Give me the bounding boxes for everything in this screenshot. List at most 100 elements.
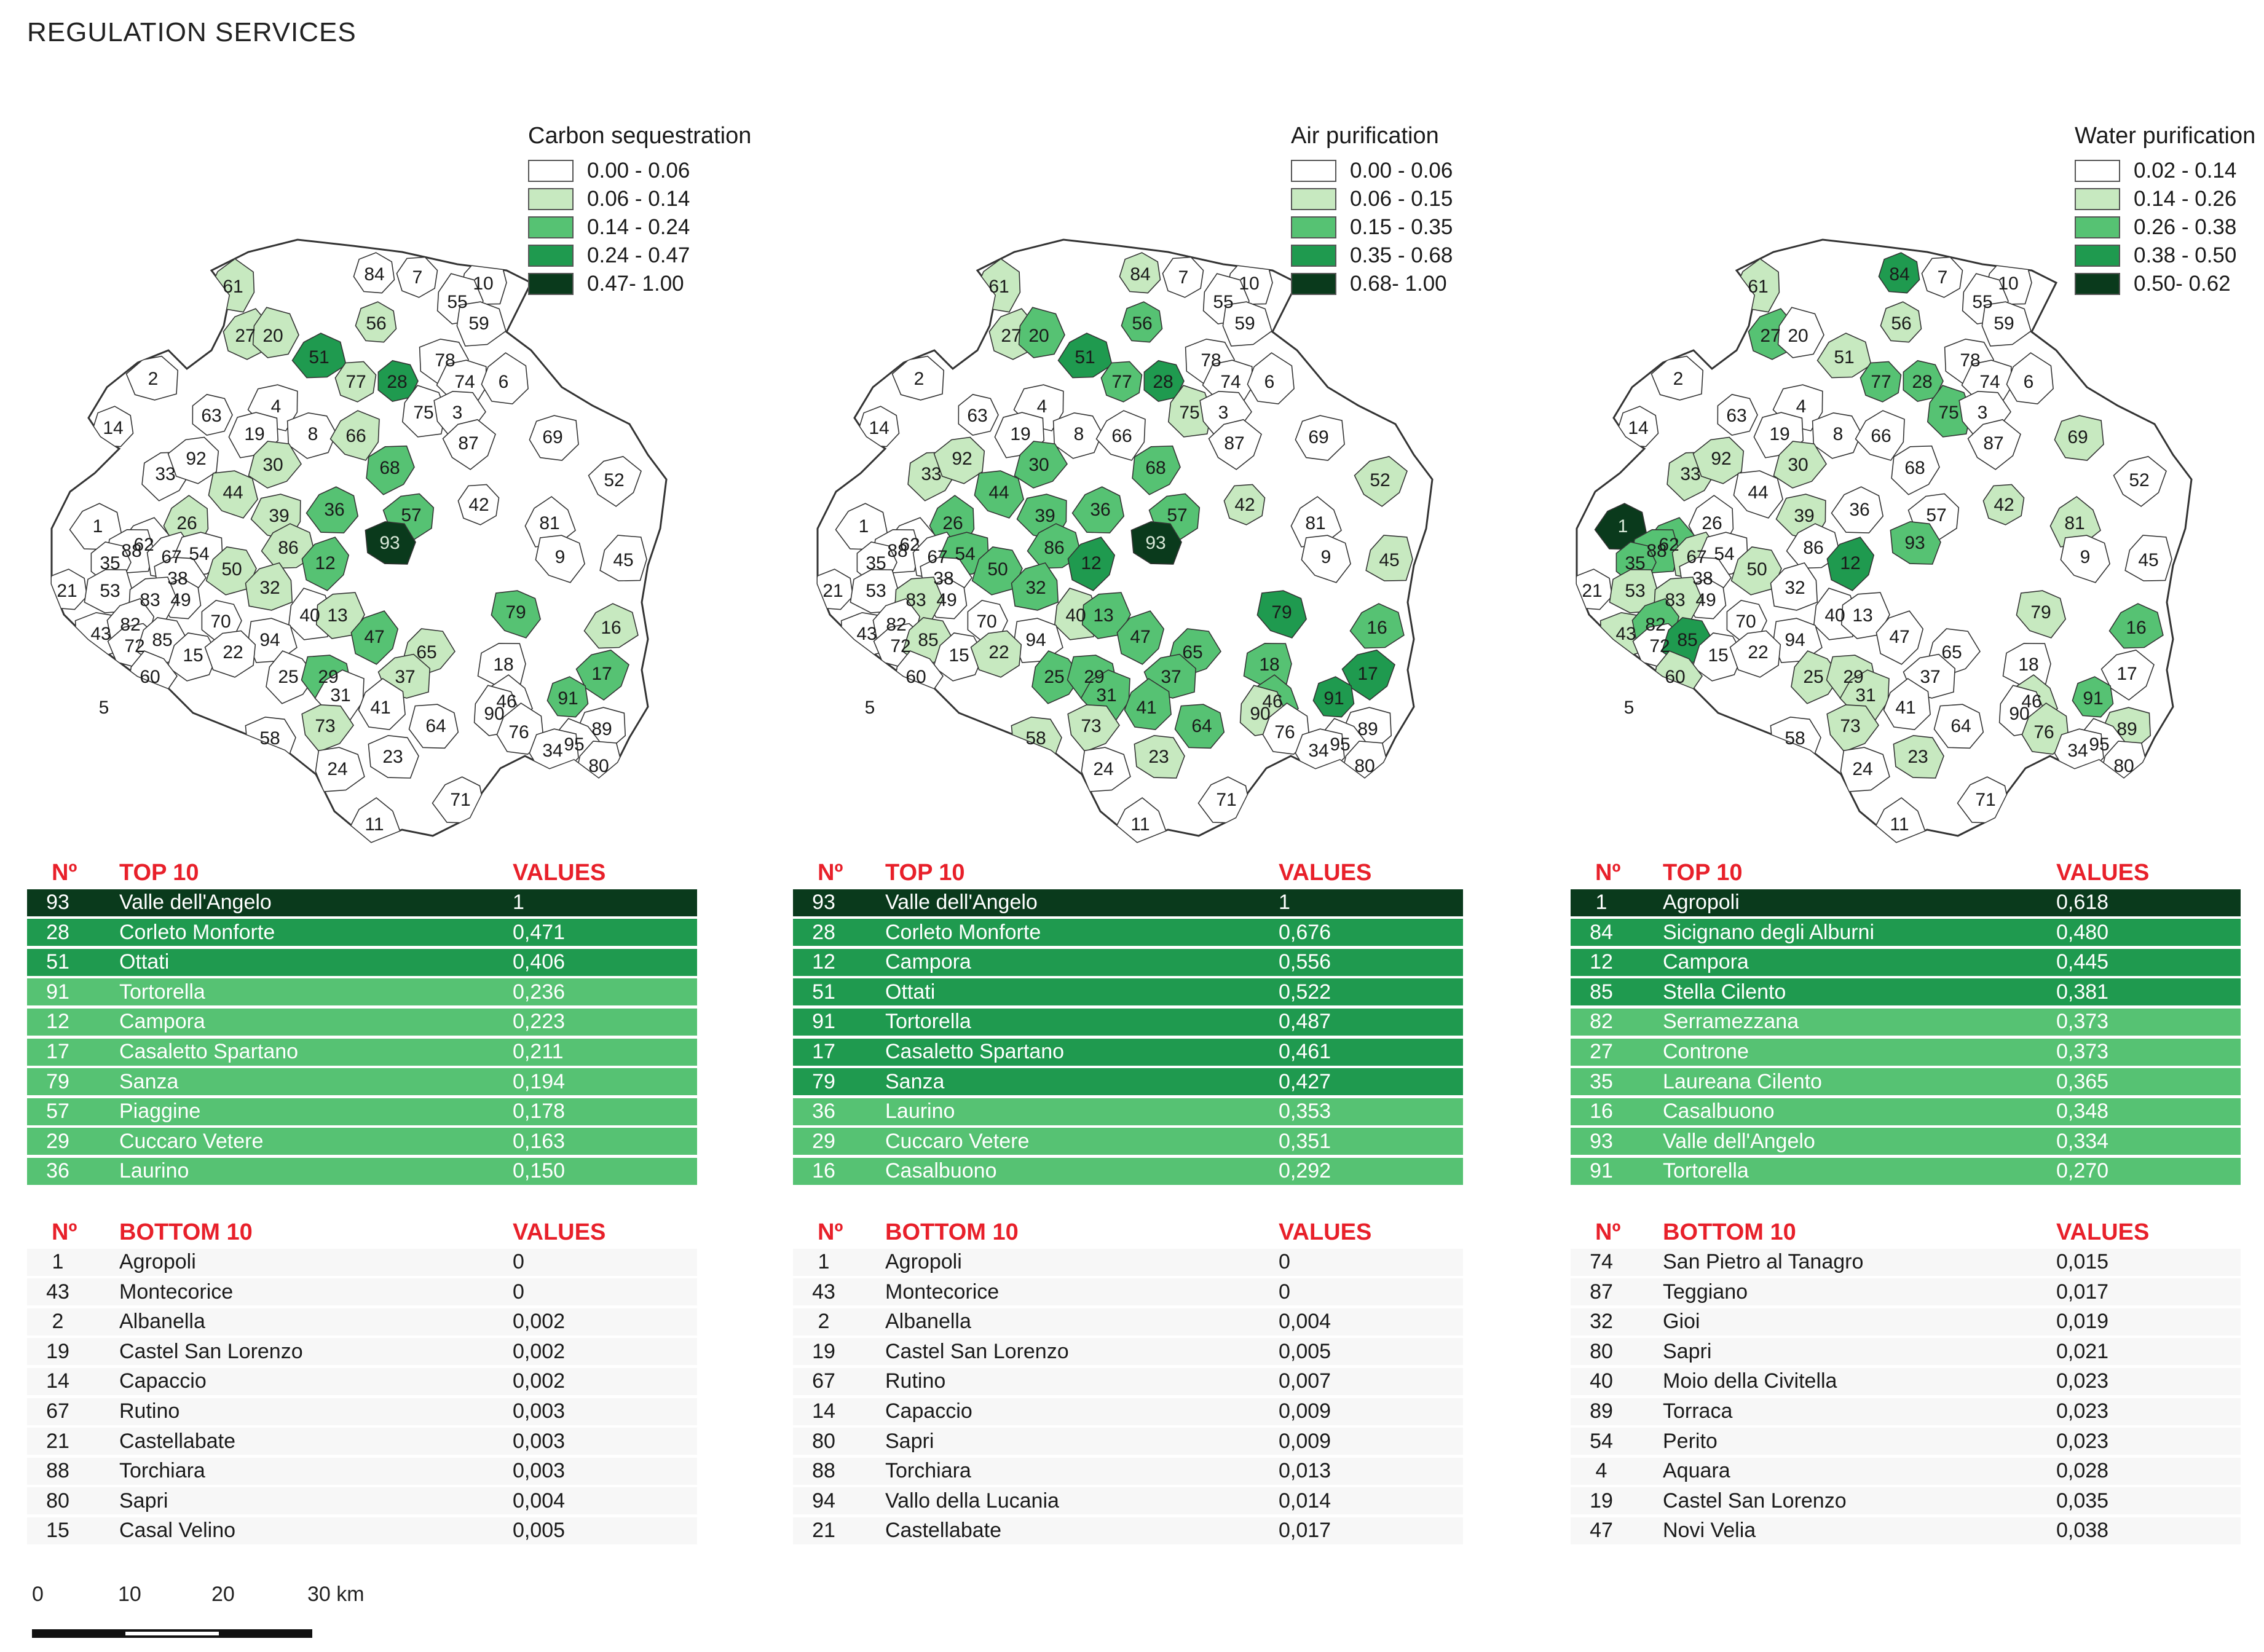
municipality-36 bbox=[1831, 486, 1884, 533]
municipality-label: 74 bbox=[1979, 372, 2000, 392]
page-title: REGULATION SERVICES bbox=[27, 17, 357, 47]
municipality-label: 88 bbox=[887, 541, 907, 561]
row-number-text: 43 bbox=[46, 1280, 69, 1304]
municipality-label: 33 bbox=[921, 464, 941, 484]
municipality-7 bbox=[1162, 256, 1204, 298]
municipality-label: 45 bbox=[1379, 550, 1399, 570]
row-name: Serramezzana bbox=[1663, 1010, 1799, 1034]
municipality-label: 56 bbox=[366, 313, 386, 334]
table-row: 1 Agropoli 0,618 bbox=[1571, 889, 2241, 916]
municipality-label: 26 bbox=[176, 513, 197, 533]
municipality-label: 61 bbox=[223, 277, 243, 297]
municipality-label: 89 bbox=[591, 719, 612, 739]
municipality-label: 24 bbox=[327, 759, 347, 779]
municipality-label: 52 bbox=[604, 470, 624, 490]
row-number-text: 79 bbox=[812, 1069, 835, 1093]
municipality-label: 37 bbox=[1920, 667, 1940, 687]
municipality-label: 54 bbox=[955, 544, 975, 564]
municipality-label: 78 bbox=[1960, 350, 1980, 371]
legend-swatch bbox=[2075, 188, 2120, 210]
row-number: 40 bbox=[1571, 1369, 1663, 1393]
municipality-68 bbox=[1132, 445, 1181, 495]
row-number: 79 bbox=[793, 1070, 885, 1094]
municipality-label: 11 bbox=[1130, 814, 1150, 835]
row-value: 0,236 bbox=[513, 980, 566, 1004]
municipality-73 bbox=[1067, 704, 1120, 752]
municipality-label: 69 bbox=[2067, 427, 2088, 447]
municipality-45 bbox=[2124, 535, 2172, 581]
municipality-label: 25 bbox=[1803, 667, 1823, 687]
legend-row: 0.15 - 0.35 bbox=[1291, 213, 1453, 242]
row-name: Sanza bbox=[885, 1069, 945, 1093]
row-number: 85 bbox=[1571, 980, 1663, 1004]
legend-air: Air purification 0.00 - 0.06 0.06 - 0.15… bbox=[1291, 123, 1453, 298]
row-number-text: 29 bbox=[46, 1129, 69, 1153]
row-number: 4 bbox=[1571, 1459, 1663, 1483]
row-number: 16 bbox=[1571, 1099, 1663, 1123]
municipality-label: 4 bbox=[1037, 396, 1047, 417]
row-name: Ottati bbox=[885, 980, 936, 1004]
legend-title: Water purification bbox=[2075, 123, 2256, 149]
table-row: 16 Casalbuono 0,348 bbox=[1571, 1098, 2241, 1125]
row-value: 0,015 bbox=[2056, 1250, 2109, 1274]
municipality-label: 89 bbox=[1357, 719, 1378, 739]
row-number: 74 bbox=[1571, 1250, 1663, 1274]
row-number-text: 1 bbox=[818, 1250, 830, 1274]
row-number: 36 bbox=[27, 1159, 119, 1183]
scale-label: 30 km bbox=[307, 1583, 365, 1606]
row-number-text: 21 bbox=[46, 1429, 69, 1453]
row-value: 0 bbox=[513, 1250, 524, 1274]
municipality-label: 25 bbox=[1044, 667, 1064, 687]
scale-label: 10 bbox=[118, 1583, 141, 1606]
table-row: 51 Ottati 0,522 bbox=[793, 978, 1463, 1006]
top10-table: Nº TOP 10 VALUES 93 Valle dell'Angelo 1 28 Corl… bbox=[793, 854, 1463, 1185]
municipality-68 bbox=[1891, 445, 1940, 495]
municipality-56 bbox=[355, 301, 397, 343]
row-value: 0,480 bbox=[2056, 920, 2109, 944]
row-number: 80 bbox=[27, 1489, 119, 1513]
row-name: Teggiano bbox=[1663, 1280, 1748, 1304]
municipality-label: 53 bbox=[866, 581, 886, 601]
municipality-label: 23 bbox=[382, 747, 403, 767]
municipality-label: 51 bbox=[1834, 347, 1854, 368]
row-number: 35 bbox=[1571, 1070, 1663, 1094]
row-number: 80 bbox=[1571, 1340, 1663, 1364]
row-number: 88 bbox=[793, 1459, 885, 1483]
legend-swatch bbox=[528, 273, 574, 295]
municipality-label: 74 bbox=[1220, 372, 1240, 392]
row-name: Castel San Lorenzo bbox=[885, 1339, 1069, 1363]
municipality-label: 27 bbox=[1001, 326, 1021, 346]
table-row: 21 Castellabate 0,017 bbox=[793, 1517, 1463, 1544]
table-row: 2 Albanella 0,002 bbox=[27, 1308, 697, 1335]
municipality-label: 1 bbox=[859, 516, 869, 537]
municipality-17 bbox=[575, 649, 629, 701]
municipality-44 bbox=[1733, 470, 1783, 519]
row-name: Agropoli bbox=[1663, 891, 1740, 914]
row-number: 12 bbox=[1571, 950, 1663, 974]
row-value: 0,035 bbox=[2056, 1489, 2109, 1512]
row-number: 91 bbox=[27, 980, 119, 1004]
top10-header: Nº TOP 10 VALUES bbox=[1571, 854, 2241, 886]
municipality-label: 67 bbox=[161, 547, 181, 567]
row-number-text: 27 bbox=[1590, 1040, 1613, 1064]
row-number-text: 47 bbox=[1590, 1519, 1613, 1543]
header-number: Nº bbox=[1595, 1219, 1621, 1245]
row-name: Agropoli bbox=[885, 1250, 962, 1274]
municipality-53 bbox=[850, 568, 899, 613]
municipality-label: 86 bbox=[1803, 538, 1823, 558]
row-value: 0,028 bbox=[2056, 1459, 2109, 1483]
row-number: 28 bbox=[27, 921, 119, 945]
municipality-label: 52 bbox=[2129, 470, 2149, 490]
row-value: 0,373 bbox=[2056, 1040, 2109, 1064]
row-number-text: 19 bbox=[1590, 1489, 1613, 1512]
municipality-63 bbox=[192, 393, 233, 436]
municipality-label: 56 bbox=[1891, 313, 1911, 334]
municipality-91 bbox=[546, 676, 589, 718]
municipality-30 bbox=[1014, 441, 1068, 489]
municipality-50 bbox=[1730, 546, 1782, 596]
municipality-label: 88 bbox=[121, 541, 141, 561]
table-row: 51 Ottati 0,406 bbox=[27, 948, 697, 976]
row-name: Casaletto Spartano bbox=[885, 1040, 1065, 1064]
table-row: 57 Piaggine 0,178 bbox=[27, 1098, 697, 1125]
municipality-86 bbox=[1027, 523, 1082, 569]
